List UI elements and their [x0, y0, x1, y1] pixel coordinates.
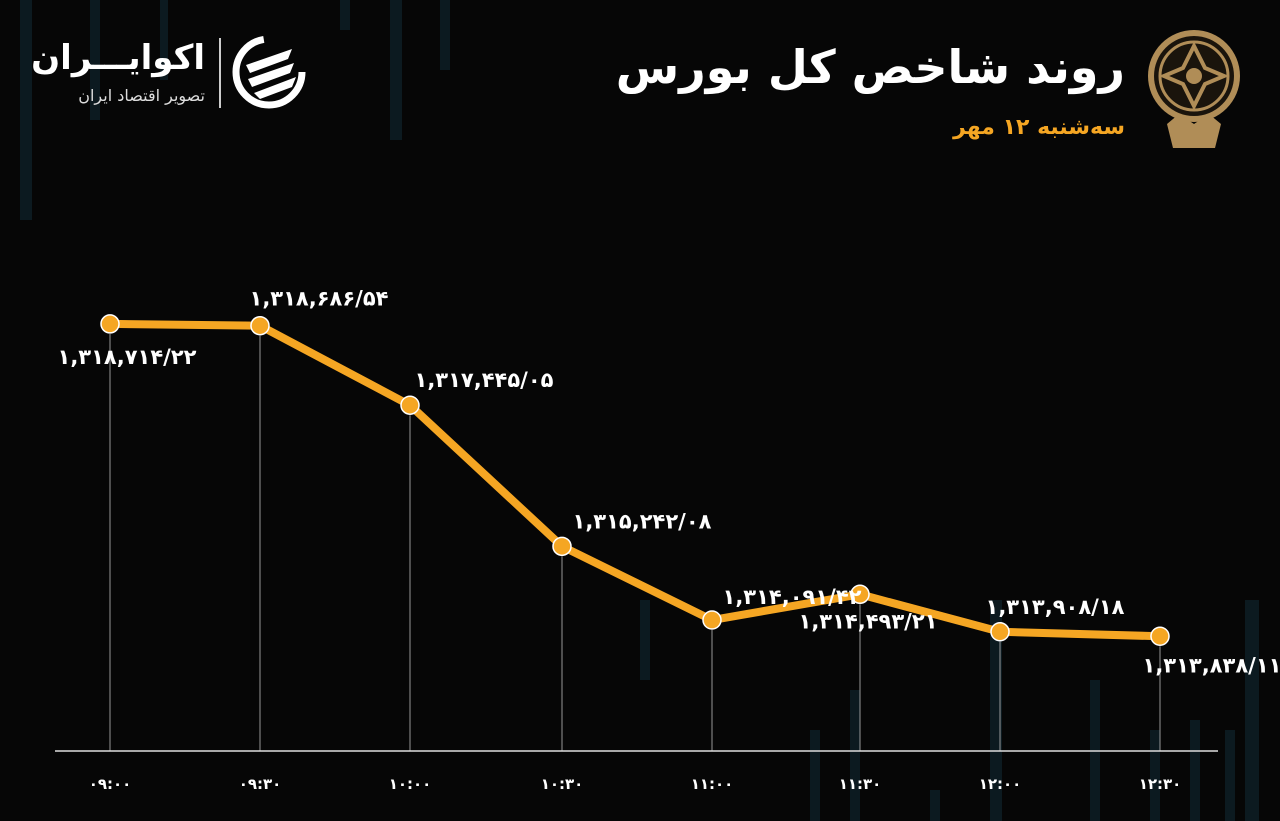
data-point [1150, 626, 1170, 647]
series-line [109, 319, 1161, 641]
x-tick-label: ۱۲:۳۰ [1139, 775, 1182, 793]
data-point [850, 584, 870, 605]
background-candle [1190, 720, 1200, 821]
x-tick-label: ۱۲:۰۰ [979, 775, 1022, 793]
background-candle [1225, 730, 1235, 821]
page-title: روند شاخص کل بورس [615, 40, 1125, 94]
background-candle [640, 600, 650, 680]
brand-name: اکوایـــران [31, 38, 205, 78]
background-candle [440, 0, 450, 70]
background-candle [1245, 600, 1259, 821]
x-tick-label: ۰۹:۰۰ [89, 775, 132, 793]
date-subtitle: سه‌شنبه ۱۲ مهر [953, 115, 1125, 140]
background-candle [390, 0, 402, 140]
background-candle [990, 600, 1002, 821]
data-point [552, 536, 572, 557]
data-label: ۱,۳۱۵,۲۴۲/۰۸ [573, 509, 712, 533]
background-candle [810, 730, 820, 821]
data-label: ۱,۳۱۳,۹۰۸/۱۸ [986, 595, 1125, 619]
data-point [250, 315, 270, 336]
data-point [100, 314, 120, 334]
x-tick-label: ۱۱:۰۰ [691, 775, 734, 793]
tehran-stock-exchange-seal-icon [1145, 28, 1243, 150]
data-label: ۱,۳۱۴,۴۹۳/۲۱ [799, 609, 938, 633]
x-tick-label: ۱۰:۳۰ [541, 775, 584, 793]
data-point [702, 610, 722, 630]
ecoiran-logo-icon [232, 35, 306, 109]
data-label: ۱,۳۱۸,۶۸۶/۵۴ [250, 287, 389, 311]
logo-divider [219, 38, 221, 108]
data-label: ۱,۳۱۷,۴۴۵/۰۵ [415, 368, 554, 392]
data-label: ۱,۳۱۴,۰۹۱/۴۲ [723, 585, 862, 609]
background-candle [20, 0, 32, 220]
data-point [990, 622, 1010, 642]
background-candle [90, 0, 100, 120]
background-candle [340, 0, 350, 30]
data-point [400, 395, 420, 415]
data-label: ۱,۳۱۳,۸۳۸/۱۱ [1143, 653, 1280, 677]
data-label: ۱,۳۱۸,۷۱۴/۲۲ [58, 345, 197, 369]
x-tick-label: ۰۹:۳۰ [239, 775, 282, 793]
x-tick-label: ۱۰:۰۰ [389, 775, 432, 793]
x-tick-label: ۱۱:۳۰ [839, 775, 882, 793]
background-candle [930, 790, 940, 821]
background-candle [850, 690, 860, 821]
background-candle [160, 0, 168, 80]
background-candle [1150, 730, 1160, 821]
brand-tagline: تصویر اقتصاد ایران [78, 86, 205, 105]
